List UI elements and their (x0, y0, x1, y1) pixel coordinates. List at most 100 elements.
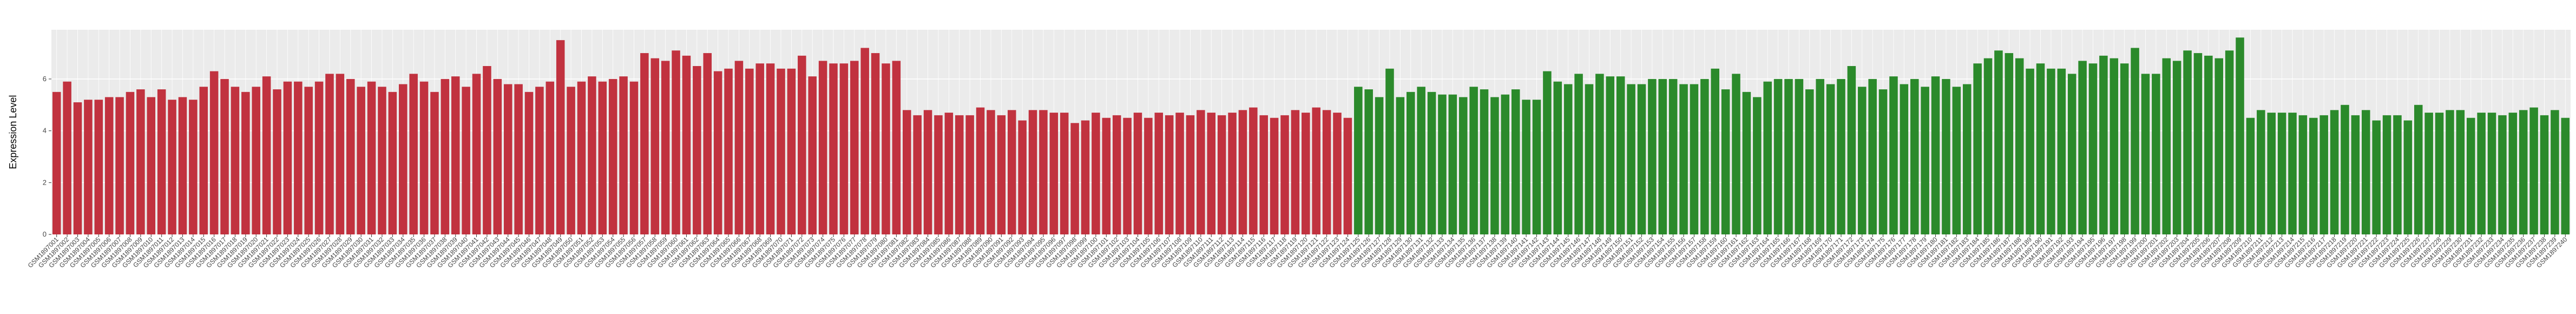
bar (1312, 107, 1320, 234)
bar (1417, 87, 1425, 235)
bar (524, 91, 534, 234)
y-axis-title: Expression Level (8, 95, 18, 169)
bar (2026, 68, 2034, 234)
bar (734, 61, 744, 234)
bar (766, 63, 775, 235)
bar (2393, 115, 2402, 234)
bar (808, 76, 817, 234)
bar (304, 87, 313, 235)
bar (2508, 113, 2518, 234)
bar (1742, 91, 1751, 234)
bar (1973, 63, 1982, 235)
bar (2529, 107, 2538, 234)
bar (903, 110, 911, 234)
bar (136, 89, 145, 234)
bar (1228, 113, 1237, 234)
bar (1049, 113, 1059, 234)
bar (2172, 61, 2181, 234)
bar (1837, 78, 1845, 235)
bar (1522, 100, 1530, 234)
bar (2152, 74, 2160, 234)
bar (1490, 97, 1499, 234)
bar (1070, 123, 1079, 234)
bar (650, 58, 660, 235)
bar (1805, 89, 1814, 234)
bar (839, 63, 849, 235)
bar (168, 100, 176, 234)
bar (1333, 113, 1342, 234)
bar (1910, 78, 1919, 235)
bar (1868, 78, 1877, 235)
bar (241, 91, 250, 234)
bar (1144, 117, 1153, 234)
bar (682, 55, 691, 235)
bar (336, 74, 345, 234)
bar (1280, 115, 1289, 234)
bar (934, 115, 943, 234)
bar (462, 87, 470, 235)
bar (787, 68, 796, 234)
bar (1133, 113, 1142, 234)
bar (283, 81, 292, 234)
bar (1238, 110, 1247, 234)
bar (1480, 89, 1489, 234)
bar (220, 78, 229, 235)
bar (1092, 113, 1100, 234)
plot-panel (51, 30, 2571, 234)
bar (965, 115, 974, 234)
bar (2498, 115, 2507, 234)
bar (923, 110, 932, 234)
bar (1826, 84, 1835, 234)
bar (1511, 89, 1520, 234)
bar (1354, 87, 1363, 235)
bar (944, 113, 954, 234)
bar (1343, 117, 1352, 234)
bar (1616, 76, 1625, 234)
bar (409, 74, 418, 234)
bar (1952, 87, 1961, 235)
bar (556, 40, 565, 234)
bar (378, 87, 386, 235)
bar (1217, 115, 1226, 234)
bar (1207, 113, 1215, 234)
bar (1291, 110, 1300, 234)
bar (2341, 104, 2349, 234)
bar (755, 63, 764, 235)
bar (1889, 76, 1898, 234)
bar (2351, 115, 2360, 234)
bar (1448, 94, 1457, 235)
bar (672, 50, 680, 235)
bar (1154, 113, 1164, 234)
bar (1186, 115, 1195, 234)
bar (1574, 74, 1583, 234)
bar (1364, 89, 1373, 234)
bar (2288, 113, 2297, 234)
bar (1165, 115, 1174, 234)
bar (2309, 117, 2318, 234)
bar (2036, 63, 2045, 235)
bar (1795, 78, 1804, 235)
bar (598, 81, 607, 234)
bar (2067, 74, 2076, 234)
bar (1028, 110, 1037, 234)
bar (231, 87, 240, 235)
bar (619, 76, 628, 234)
bar (1259, 115, 1268, 234)
bar (357, 87, 365, 235)
bar (2372, 120, 2381, 234)
bar (2382, 115, 2391, 234)
bar (913, 115, 922, 234)
bar (860, 48, 869, 235)
bar (1900, 84, 1909, 234)
bar (1501, 94, 1510, 235)
bar (1123, 117, 1132, 234)
bar (63, 81, 71, 234)
bar (1994, 50, 2003, 235)
bar (567, 87, 575, 235)
bar (1385, 68, 1394, 234)
bar (252, 87, 260, 235)
bar (104, 97, 114, 234)
bar (745, 68, 754, 234)
bar (2519, 110, 2528, 234)
